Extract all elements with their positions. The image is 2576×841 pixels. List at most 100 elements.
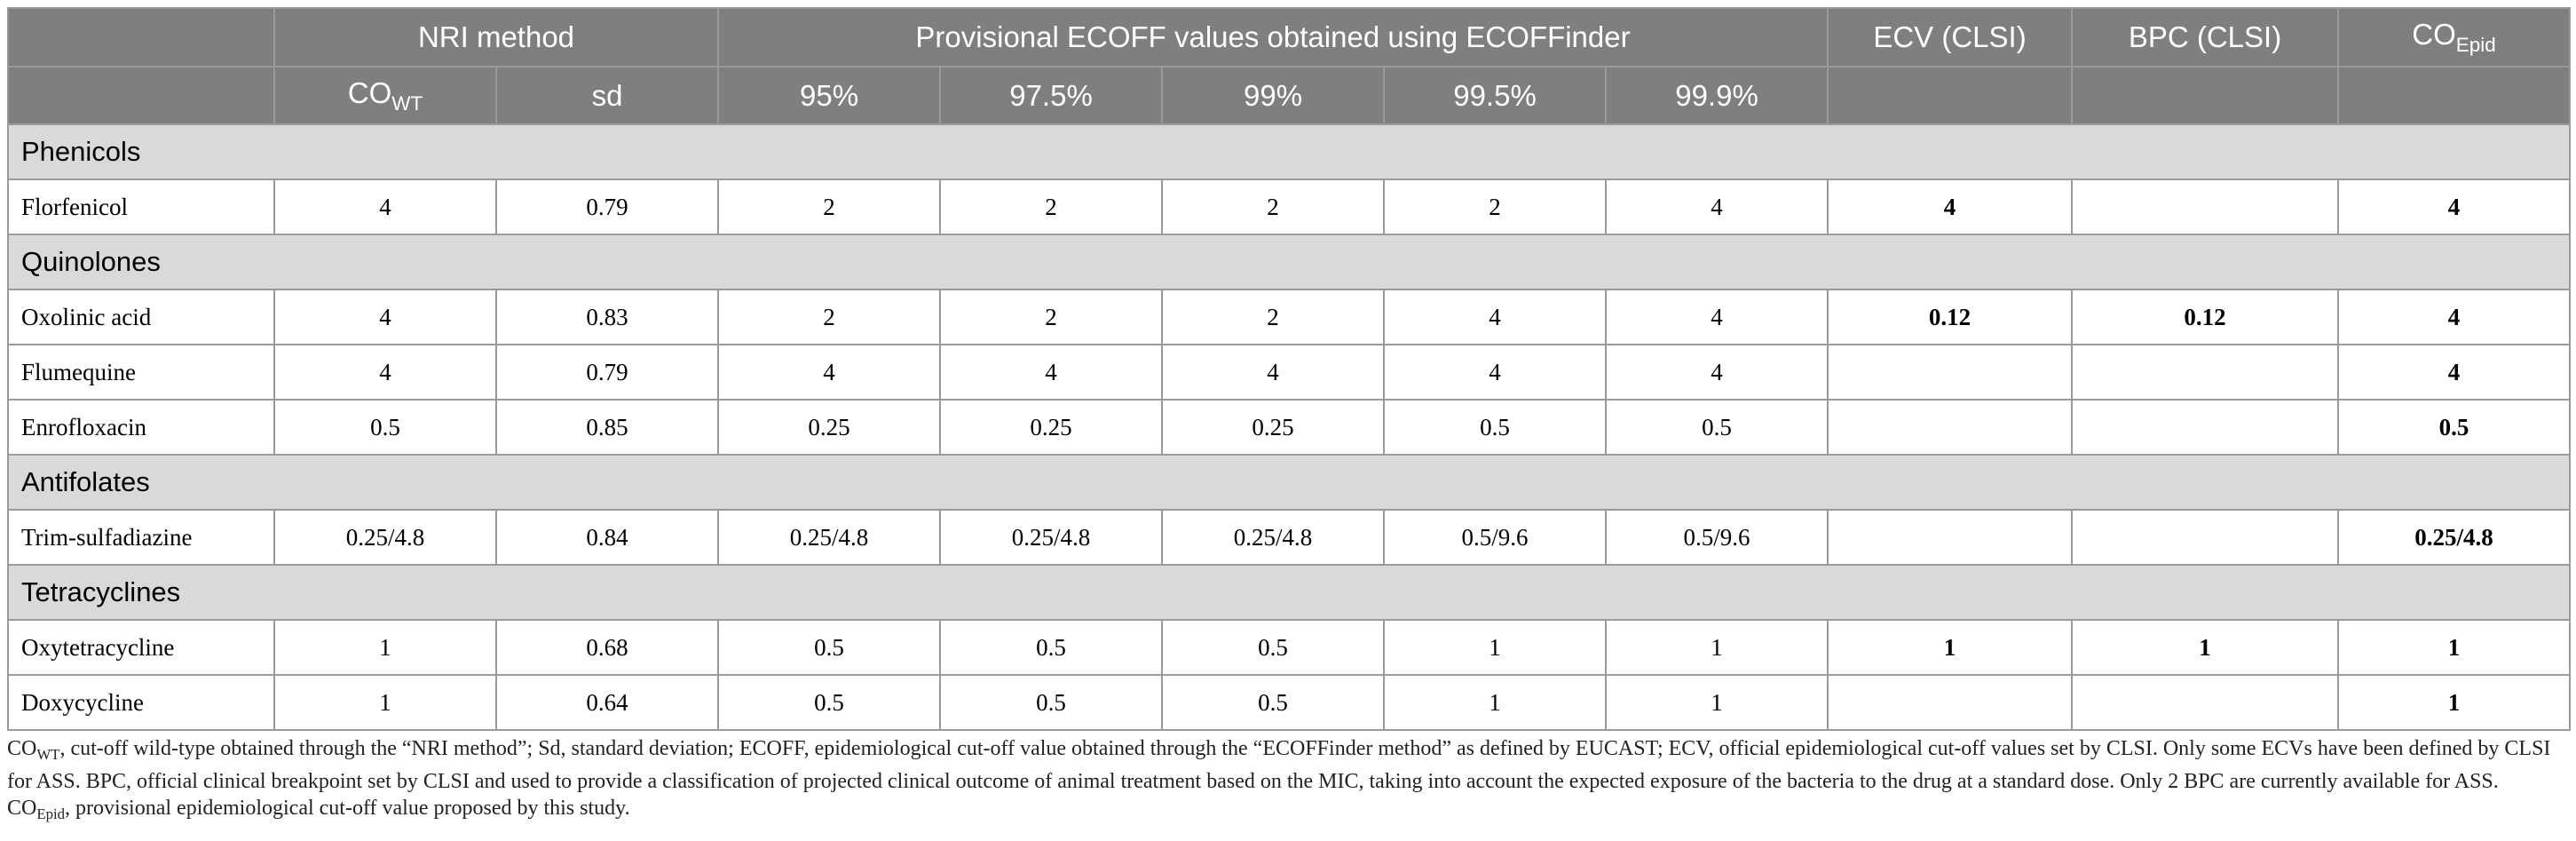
header-bpc-clsi: BPC (CLSI) [2071,7,2340,67]
table-row: Flumequine 4 0.79 4 4 4 4 4 4 [7,344,2572,401]
cell: 4 [939,344,1164,401]
subheader-blank [1827,66,2074,125]
cell: 0.25/4.8 [1161,509,1386,566]
drug-name: Oxytetracycline [7,619,275,676]
cell: 0.5/9.6 [1605,509,1829,566]
cell: 1 [273,619,497,676]
cell: 0.25/4.8 [717,509,942,566]
cell: 1 [2337,674,2572,731]
cell: 0.5 [1605,399,1829,456]
subheader-blank [2337,66,2572,125]
drug-name: Doxycycline [7,674,275,731]
cell: 1 [1605,619,1829,676]
cell: 4 [1827,179,2074,235]
cell: 0.25/4.8 [939,509,1164,566]
drug-name: Oxolinic acid [7,289,275,345]
cell: 0.5 [1161,674,1386,731]
cell: 0.12 [2071,289,2340,345]
cell [2071,344,2340,401]
cell: 1 [273,674,497,731]
cell: 0.25 [717,399,942,456]
table-header: NRI method Provisional ECOFF values obta… [7,7,2572,125]
cell: 0.25/4.8 [273,509,497,566]
subheader-97-5: 97.5% [939,66,1164,125]
cell: 2 [1161,289,1386,345]
cell: 1 [1383,619,1608,676]
subheader-blank [2071,66,2340,125]
section-header: Phenicols [6,123,2572,180]
table-row: Oxolinic acid 4 0.83 2 2 2 4 4 0.12 0.12… [7,289,2572,345]
cell [1827,509,2074,566]
cell: 0.5 [273,399,497,456]
cell: 0.25/4.8 [2337,509,2572,566]
section-header: Tetracyclines [6,564,2572,621]
cell: 4 [2337,289,2572,345]
table-body: Phenicols Florfenicol 4 0.79 2 2 2 2 4 4… [6,123,2572,731]
header-nri-method: NRI method [273,7,720,67]
cell: 4 [1383,289,1608,345]
cell: 4 [1605,344,1829,401]
cell: 4 [273,289,497,345]
cell [2071,179,2340,235]
cell: 0.5 [717,674,942,731]
cell: 0.5 [939,674,1164,731]
drug-name: Enrofloxacin [7,399,275,456]
table-row: Enrofloxacin 0.5 0.85 0.25 0.25 0.25 0.5… [7,399,2572,456]
subheader-99-9: 99.9% [1605,66,1829,125]
cell: 1 [1383,674,1608,731]
cell: 0.68 [494,619,720,676]
header-ecv-clsi: ECV (CLSI) [1827,7,2074,67]
cell: 1 [2071,619,2340,676]
table-row: Doxycycline 1 0.64 0.5 0.5 0.5 1 1 1 [7,674,2572,731]
header-ecoffinder: Provisional ECOFF values obtained using … [717,7,1829,67]
cell: 4 [717,344,942,401]
cell: 4 [1605,179,1829,235]
table-row: Florfenicol 4 0.79 2 2 2 2 4 4 4 [7,179,2572,235]
section-header: Quinolones [6,234,2572,290]
cell: 0.79 [494,344,720,401]
subheader-blank [7,66,275,125]
drug-name: Florfenicol [7,179,275,235]
cell: 2 [1383,179,1608,235]
cell: 0.5 [2337,399,2572,456]
cell [2071,509,2340,566]
cell: 0.25 [939,399,1164,456]
cell: 0.5 [1383,399,1608,456]
cell: 0.79 [494,179,720,235]
cell: 0.83 [494,289,720,345]
cell: 0.12 [1827,289,2074,345]
ecoff-table: NRI method Provisional ECOFF values obta… [6,7,2572,731]
header-blank [7,7,275,67]
drug-name: Flumequine [7,344,275,401]
cell: 4 [1383,344,1608,401]
cell [1827,344,2074,401]
cell: 2 [939,289,1164,345]
subheader-sd: sd [494,66,720,125]
cell [1827,399,2074,456]
cell: 1 [1605,674,1829,731]
table-footnote: COWT, cut-off wild-type obtained through… [7,737,2551,823]
cell: 4 [273,344,497,401]
cell: 0.25 [1161,399,1386,456]
cell: 0.85 [494,399,720,456]
cell: 2 [939,179,1164,235]
header-co-epid: COEpid [2337,7,2572,67]
table-row: Oxytetracycline 1 0.68 0.5 0.5 0.5 1 1 1… [7,619,2572,676]
cell: 2 [1161,179,1386,235]
cell: 0.84 [494,509,720,566]
cell [1827,674,2074,731]
table-row: Trim-sulfadiazine 0.25/4.8 0.84 0.25/4.8… [7,509,2572,566]
cell: 4 [1605,289,1829,345]
cell: 0.64 [494,674,720,731]
cell: 0.5 [1161,619,1386,676]
subheader-co-wt: COWT [273,66,497,125]
cell: 4 [2337,179,2572,235]
cell [2071,674,2340,731]
cell: 0.5 [939,619,1164,676]
drug-name: Trim-sulfadiazine [7,509,275,566]
subheader-99: 99% [1161,66,1386,125]
table-container: NRI method Provisional ECOFF values obta… [6,7,2572,731]
cell [2071,399,2340,456]
subheader-95: 95% [717,66,942,125]
cell: 0.5 [717,619,942,676]
